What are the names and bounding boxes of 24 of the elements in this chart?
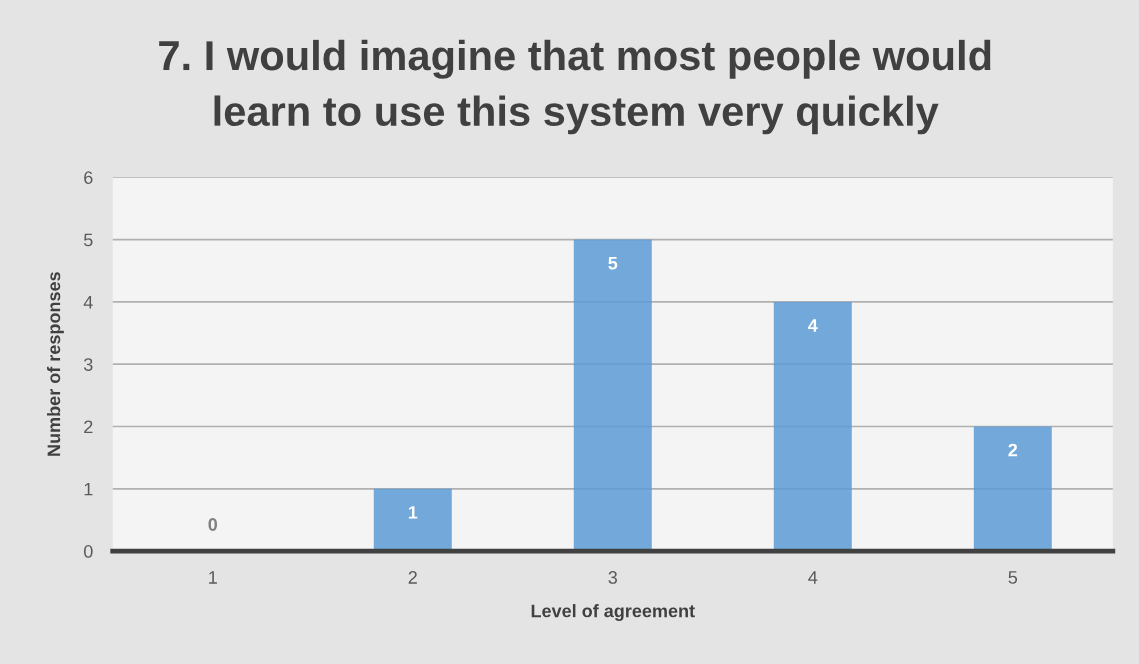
y-tick-label: 1 [84,482,93,496]
data-label: 4 [808,319,818,332]
y-tick-label: 2 [84,420,93,434]
bar [773,301,852,552]
y-tick-label: 0 [83,545,93,558]
y-tick-label: 6 [84,171,93,185]
x-tick-label: 4 [808,571,818,584]
data-label: 1 [408,506,418,519]
bar [973,426,1052,552]
x-axis-title: Level of agreement [531,604,695,621]
data-label: 0 [208,518,218,531]
y-axis-title: Number of responses [47,272,64,456]
bar [573,239,652,552]
x-tick-label: 2 [408,571,417,584]
data-label: 2 [1008,443,1018,457]
data-label: 5 [608,256,618,270]
x-tick-label: 3 [608,571,618,584]
x-tick-label: 1 [209,571,217,584]
y-tick-label: 5 [84,233,93,247]
bar [373,488,452,552]
y-tick-label: 3 [83,358,93,371]
chart-title: 7. I would imagine that most people would learn to use this system very quickly [159,39,991,135]
y-tick-label: 4 [83,296,93,309]
x-tick-label: 5 [1008,571,1018,584]
